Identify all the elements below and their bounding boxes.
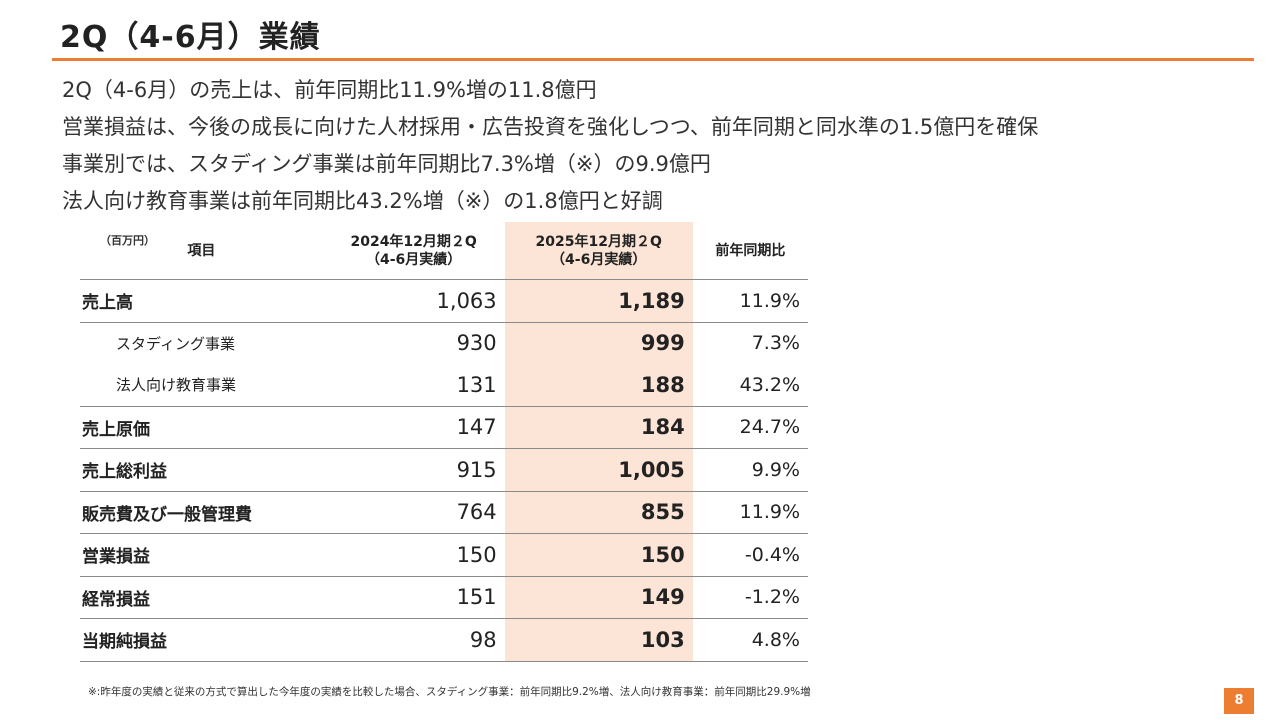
row-cur: 855 <box>504 491 693 534</box>
row-prev: 764 <box>322 491 505 534</box>
table-row: 営業損益 150 150 -0.4% <box>80 533 808 577</box>
row-item: 当期純損益 <box>80 618 323 662</box>
row-cur: 1,005 <box>504 448 693 492</box>
row-item: 売上原価 <box>80 406 323 449</box>
row-item: スタディング事業 <box>116 334 235 353</box>
row-item: 営業損益 <box>80 533 323 577</box>
header-prev-line2: （4-6月実績） <box>366 251 462 268</box>
row-cur: 184 <box>504 406 693 449</box>
page-number: 8 <box>1224 688 1254 714</box>
summary-line: 事業別では、スタディング事業は前年同期比7.3%増（※）の9.9億円 <box>62 152 711 176</box>
row-cur: 103 <box>504 618 693 662</box>
header-yoy: 前年同期比 <box>692 222 808 280</box>
row-yoy: 7.3% <box>751 332 800 355</box>
row-prev: 131 <box>322 364 505 407</box>
header-cur-line2: （4-6月実績） <box>551 251 647 268</box>
table-row: 法人向け教育事業 131 188 43.2% <box>80 364 808 407</box>
row-prev: 98 <box>322 618 505 662</box>
row-cur: 1,189 <box>504 279 693 323</box>
row-prev: 915 <box>322 448 505 492</box>
row-yoy: 24.7% <box>692 406 808 449</box>
header-cur-period: 2025年12月期２Q （4-6月実績） <box>504 222 693 280</box>
row-yoy: 9.9% <box>692 448 808 492</box>
row-prev: 151 <box>322 576 505 619</box>
summary-line: 営業損益は、今後の成長に向けた人材採用・広告投資を強化しつつ、前年同期と同水準の… <box>62 115 1039 139</box>
row-prev: 150 <box>322 533 505 577</box>
row-prev: 930 <box>456 331 497 356</box>
header-prev-line1: 2024年12月期２Q <box>350 233 477 250</box>
table-row: スタディング事業 930 999 7.3% <box>80 322 808 364</box>
row-item: 法人向け教育事業 <box>80 364 323 407</box>
row-prev: 1,063 <box>322 279 505 323</box>
row-item: 経常損益 <box>80 576 323 619</box>
row-yoy: 43.2% <box>692 364 808 407</box>
row-yoy: 11.9% <box>692 279 808 323</box>
footnote: ※:昨年度の実績と従来の方式で算出した今年度の実績を比較した場合、スタディング事… <box>88 686 811 698</box>
slide-title: 2Q（4-6月）業績 <box>60 20 321 55</box>
table-row: 当期純損益 98 103 4.8% <box>80 618 808 662</box>
title-divider <box>52 58 1254 61</box>
header-item: 項目 <box>80 222 323 280</box>
row-yoy: 11.9% <box>692 491 808 534</box>
table-row: 販売費及び一般管理費 764 855 11.9% <box>80 491 808 534</box>
table-row: 売上高 1,063 1,189 11.9% <box>80 279 808 323</box>
table-row: 売上原価 147 184 24.7% <box>80 406 808 449</box>
row-cur: 188 <box>504 364 693 407</box>
row-yoy: -1.2% <box>692 576 808 619</box>
row-yoy: 4.8% <box>692 618 808 662</box>
row-item: 販売費及び一般管理費 <box>80 491 323 534</box>
row-cur: 150 <box>504 533 693 577</box>
row-yoy: -0.4% <box>692 533 808 577</box>
table-header-row: 項目 2024年12月期２Q （4-6月実績） 2025年12月期２Q （4-6… <box>80 222 808 280</box>
summary-list: 2Q（4-6月）の売上は、前年同期比11.9%増の11.8億円 営業損益は、今後… <box>62 72 1038 220</box>
header-cur-line1: 2025年12月期２Q <box>535 233 662 250</box>
row-cur: 999 <box>504 322 693 364</box>
results-table: 項目 2024年12月期２Q （4-6月実績） 2025年12月期２Q （4-6… <box>80 222 808 662</box>
row-cur: 149 <box>504 576 693 619</box>
table-row: 売上総利益 915 1,005 9.9% <box>80 448 808 492</box>
summary-line: 法人向け教育事業は前年同期比43.2%増（※）の1.8億円と好調 <box>62 189 663 213</box>
summary-line: 2Q（4-6月）の売上は、前年同期比11.9%増の11.8億円 <box>62 78 597 102</box>
table-row: 経常損益 151 149 -1.2% <box>80 576 808 619</box>
header-prev-period: 2024年12月期２Q （4-6月実績） <box>322 222 505 280</box>
row-item: 売上高 <box>80 279 323 323</box>
row-item: 売上総利益 <box>80 448 323 492</box>
row-prev: 147 <box>322 406 505 449</box>
